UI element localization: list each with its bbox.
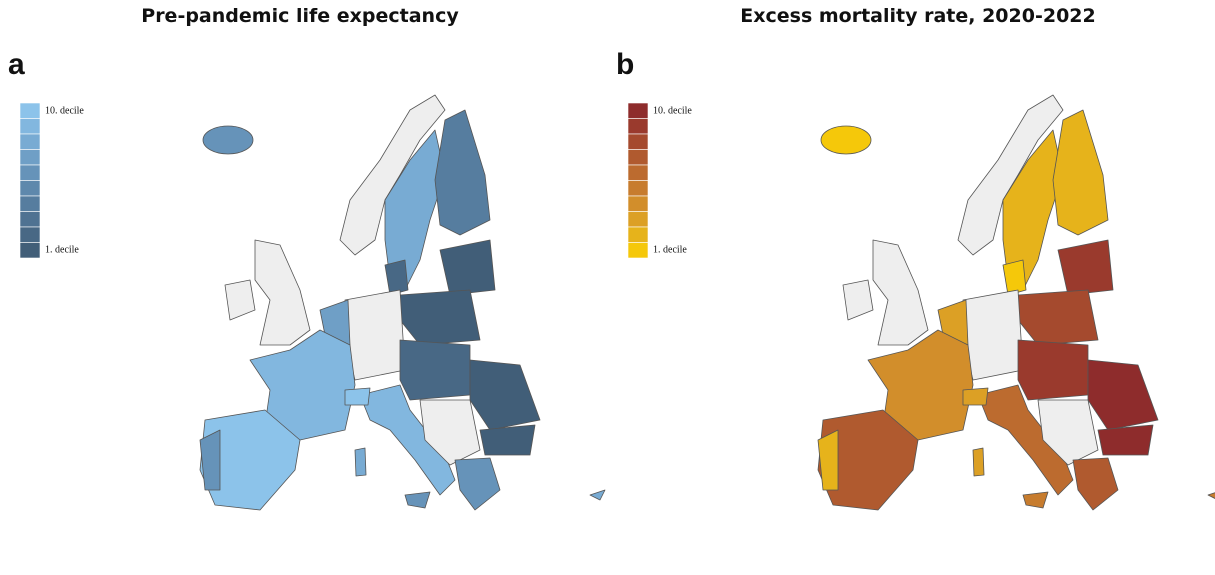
- legend-swatch: [627, 133, 649, 150]
- legend-swatch: [19, 118, 41, 135]
- legend-label: 1. decile: [653, 245, 687, 256]
- legend-label: 1. decile: [45, 245, 79, 256]
- panel-letter: b: [616, 48, 634, 81]
- panel-letter: a: [8, 48, 25, 81]
- legend-swatch: [627, 102, 649, 119]
- legend-swatch: [627, 242, 649, 259]
- legend-swatch: [19, 149, 41, 166]
- legend-swatch: [627, 195, 649, 212]
- legend-swatch: [627, 118, 649, 135]
- legend-swatch: [627, 180, 649, 197]
- legend-swatch: [19, 102, 41, 119]
- map-b: [817, 94, 1215, 511]
- legend-swatch: [19, 242, 41, 259]
- legend-swatch: [19, 133, 41, 150]
- legend-label: 10. decile: [45, 105, 84, 116]
- legend-swatch: [627, 149, 649, 166]
- legend-swatch: [19, 211, 41, 228]
- legend-swatch: [627, 164, 649, 181]
- panel-title: Excess mortality rate, 2020-2022: [740, 5, 1096, 27]
- legend-swatch: [19, 195, 41, 212]
- legend-swatch: [627, 226, 649, 243]
- map-a: [199, 94, 606, 511]
- legend-swatch: [627, 211, 649, 228]
- legend-swatch: [19, 164, 41, 181]
- panel-title: Pre-pandemic life expectancy: [141, 5, 459, 27]
- legend-label: 10. decile: [653, 105, 692, 116]
- legend-swatch: [19, 180, 41, 197]
- legend-swatch: [19, 226, 41, 243]
